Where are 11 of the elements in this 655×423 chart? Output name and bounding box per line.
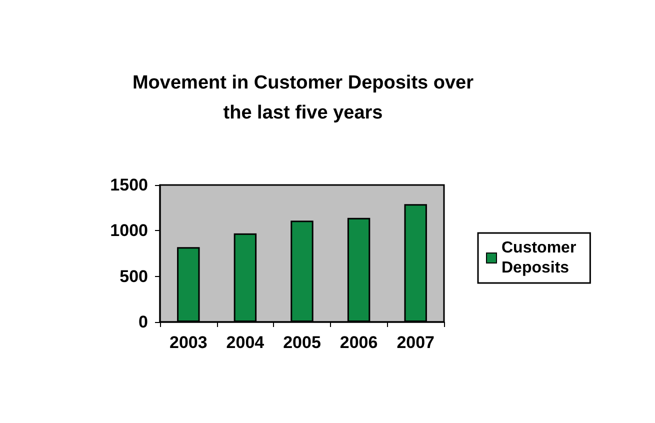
x-tick-label: 2005 [283, 333, 321, 352]
x-tick-label: 2007 [396, 333, 435, 352]
x-tick-label: 2006 [340, 333, 378, 352]
y-tick-label: 500 [120, 266, 148, 286]
y-tick-label: 1500 [110, 176, 148, 194]
y-tick-label: 1000 [110, 221, 148, 240]
legend-label: Customer Deposits [502, 240, 576, 276]
x-tick-label: 2003 [169, 333, 208, 352]
x-tick-label: 2004 [226, 333, 265, 352]
y-tick-label: 0 [138, 312, 148, 332]
chart-title: Movement in Customer Deposits over the last five years [132, 72, 474, 124]
